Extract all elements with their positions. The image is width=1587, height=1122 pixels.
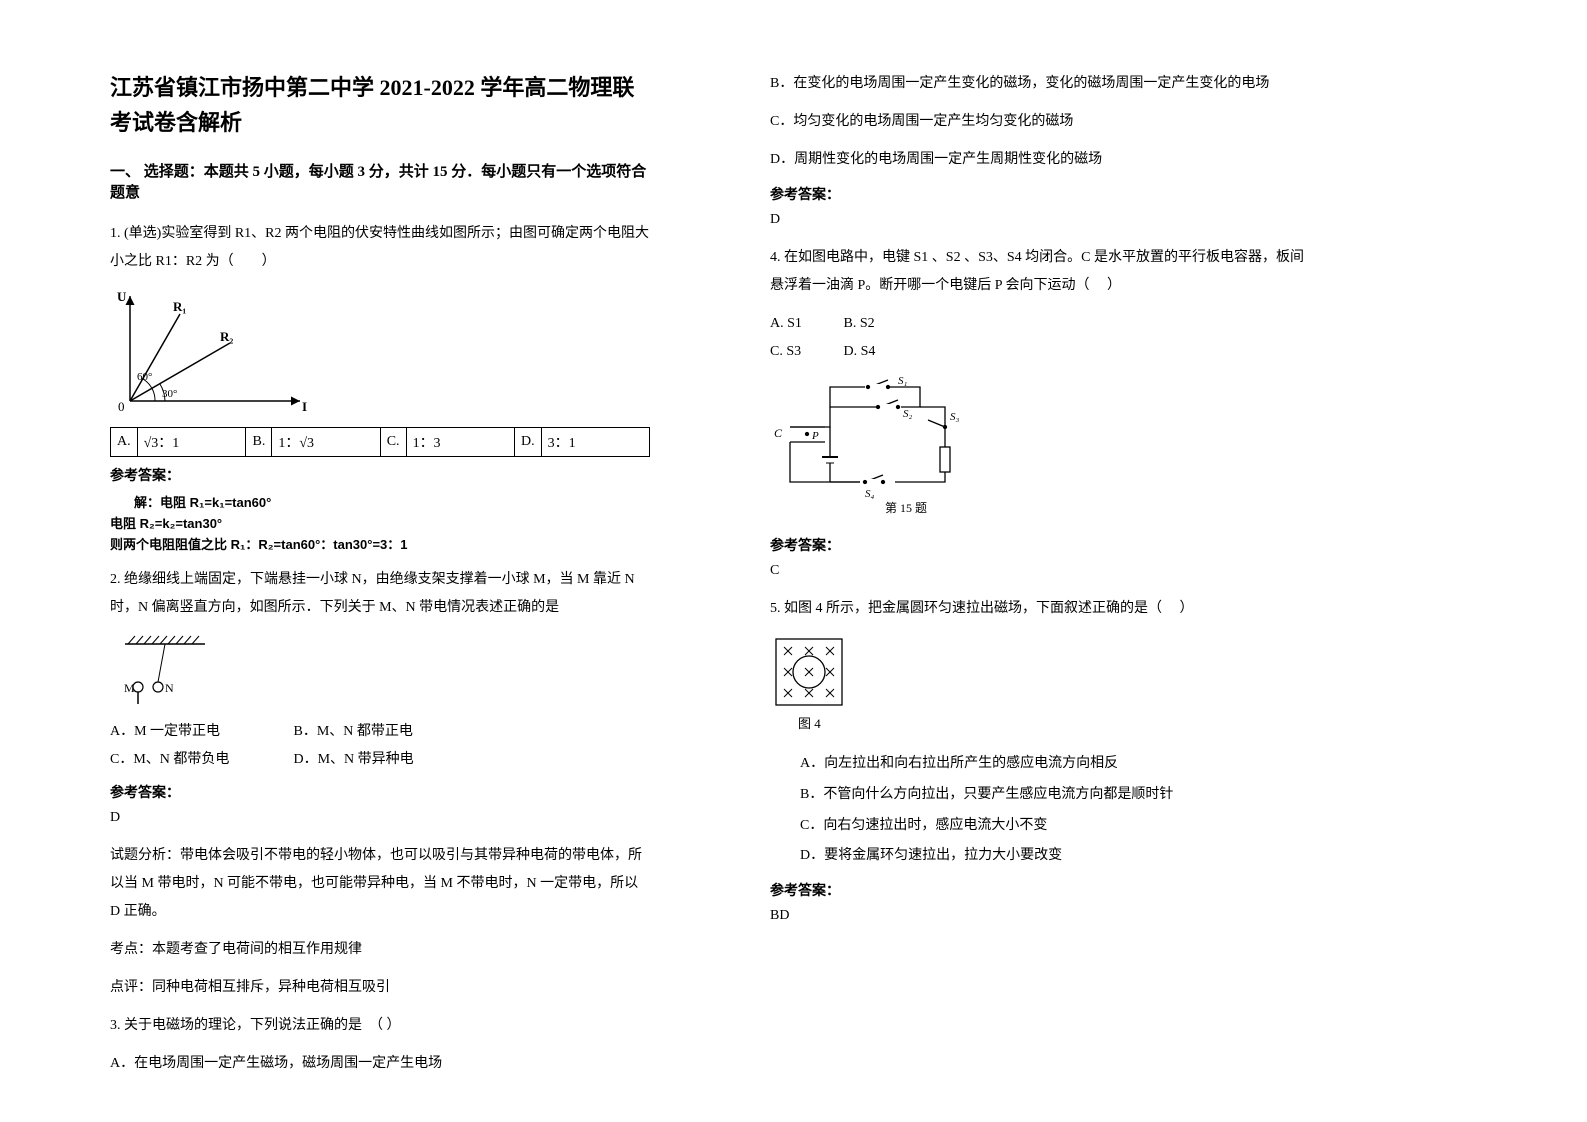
opt-A-label: A. xyxy=(117,434,131,449)
q1-sol-1: 解：电阻 R₁=k₁=tan60° xyxy=(134,493,650,514)
q3-opt-D: D．周期性变化的电场周围一定产生周期性变化的磁场 xyxy=(770,146,1310,174)
opt-B-label: B. xyxy=(252,434,265,449)
q5-answer: BD xyxy=(770,908,1310,924)
n-label: N xyxy=(165,681,174,695)
svg-text:0: 0 xyxy=(118,399,125,414)
q4-answer-label: 参考答案： xyxy=(770,535,1310,555)
q1-stem: 1. (单选)实验室得到 R1、R2 两个电阻的伏安特性曲线如图所示；由图可确定… xyxy=(110,220,650,276)
q1-answer-label: 参考答案： xyxy=(110,465,650,485)
s4-label: S₄ xyxy=(865,488,875,500)
q3-opt-A: A．在电场周围一定产生磁场，磁场周围一定产生电场 xyxy=(110,1050,650,1078)
q1-sol-3: 则两个电阻阻值之比 R₁：R₂=tan60°：tan30°=3：1 xyxy=(110,535,650,556)
q2-opt-A: A．M 一定带正电 xyxy=(110,718,290,746)
r1-label: R₁ xyxy=(173,299,186,314)
q5-opt-A: A．向左拉出和向右拉出所产生的感应电流方向相反 xyxy=(800,749,1310,780)
q5-opt-C: C．向右匀速拉出时，感应电流大小不变 xyxy=(800,811,1310,842)
s1-label: S₁ xyxy=(898,375,908,387)
angle-30: 30° xyxy=(162,388,177,400)
q3-opt-B: B．在变化的电场周围一定产生变化的磁场，变化的磁场周围一定产生变化的电场 xyxy=(770,70,1310,98)
q1-graph: U I 0 R₁ R₂ 60° 30° xyxy=(110,286,650,421)
q2-answer: D xyxy=(110,810,650,826)
q4-opt-B: B. S2 xyxy=(844,316,875,331)
q3-stem: 3. 关于电磁场的理论，下列说法正确的是 （ ） xyxy=(110,1012,650,1040)
x-axis-label: I xyxy=(302,399,307,414)
q2-expl-1: 试题分析：带电体会吸引不带电的轻小物体，也可以吸引与其带异种电荷的带电体，所以当… xyxy=(110,842,650,926)
q5-stem: 5. 如图 4 所示，把金属圆环匀速拉出磁场，下面叙述正确的是（ ） xyxy=(770,595,1310,623)
m-label: M xyxy=(124,681,135,695)
c-label: C xyxy=(774,426,783,440)
q5-answer-label: 参考答案： xyxy=(770,880,1310,900)
q5-caption: 图 4 xyxy=(798,716,821,731)
q4-opt-A: A. S1 xyxy=(770,310,840,338)
s2-label: S₂ xyxy=(903,408,913,420)
q4-diagram: S₁ S₂ S₃ S₄ C P 第 15 题 xyxy=(770,372,1310,527)
q4-stem: 4. 在如图电路中，电键 S1 、S2 、S3、S4 均闭合。C 是水平放置的平… xyxy=(770,244,1310,300)
q2-answer-label: 参考答案： xyxy=(110,782,650,802)
r2-label: R₂ xyxy=(220,329,233,344)
opt-B-text: 1：√3 xyxy=(278,436,314,451)
opt-C-label: C. xyxy=(387,434,400,449)
opt-C-text: 1：3 xyxy=(413,436,441,451)
q4-opt-C: C. S3 xyxy=(770,338,840,366)
q1-options-table: A. √3：1 B. 1：√3 C. 1：3 D. 3：1 xyxy=(110,427,650,457)
opt-D-text: 3：1 xyxy=(548,436,576,451)
q4-caption: 第 15 题 xyxy=(885,501,927,515)
q2-opt-D: D．M、N 带异种电 xyxy=(294,752,414,767)
q5-diagram: 图 4 xyxy=(770,633,1310,743)
q4-opt-D: D. S4 xyxy=(844,344,876,359)
q3-opt-C: C．均匀变化的电场周围一定产生均匀变化的磁场 xyxy=(770,108,1310,136)
q4-answer: C xyxy=(770,563,1310,579)
p-label: P xyxy=(811,430,819,442)
opt-D-label: D. xyxy=(521,434,535,449)
angle-60: 60° xyxy=(137,371,152,383)
q5-opt-D: D．要将金属环匀速拉出，拉力大小要改变 xyxy=(800,841,1310,872)
q2-opt-B: B．M、N 都带正电 xyxy=(294,724,413,739)
y-axis-label: U xyxy=(117,289,127,304)
q2-stem: 2. 绝缘细线上端固定，下端悬挂一小球 N，由绝缘支架支撑着一小球 M，当 M … xyxy=(110,566,650,622)
opt-A-text: √3：1 xyxy=(144,436,180,451)
exam-title: 江苏省镇江市扬中第二中学 2021-2022 学年高二物理联考试卷含解析 xyxy=(110,70,650,140)
q3-answer: D xyxy=(770,212,1310,228)
q5-opt-B: B．不管向什么方向拉出，只要产生感应电流方向都是顺时针 xyxy=(800,780,1310,811)
section-header: 一、 选择题：本题共 5 小题，每小题 3 分，共计 15 分．每小题只有一个选… xyxy=(110,160,650,202)
q1-sol-2: 电阻 R₂=k₂=tan30° xyxy=(110,514,650,535)
q2-expl-3: 点评：同种电荷相互排斥，异种电荷相互吸引 xyxy=(110,974,650,1002)
q2-opt-C: C．M、N 都带负电 xyxy=(110,746,290,774)
s3-label: S₃ xyxy=(950,411,960,423)
q2-diagram: N M xyxy=(110,632,650,712)
q2-expl-2: 考点：本题考查了电荷间的相互作用规律 xyxy=(110,936,650,964)
q3-answer-label: 参考答案： xyxy=(770,184,1310,204)
